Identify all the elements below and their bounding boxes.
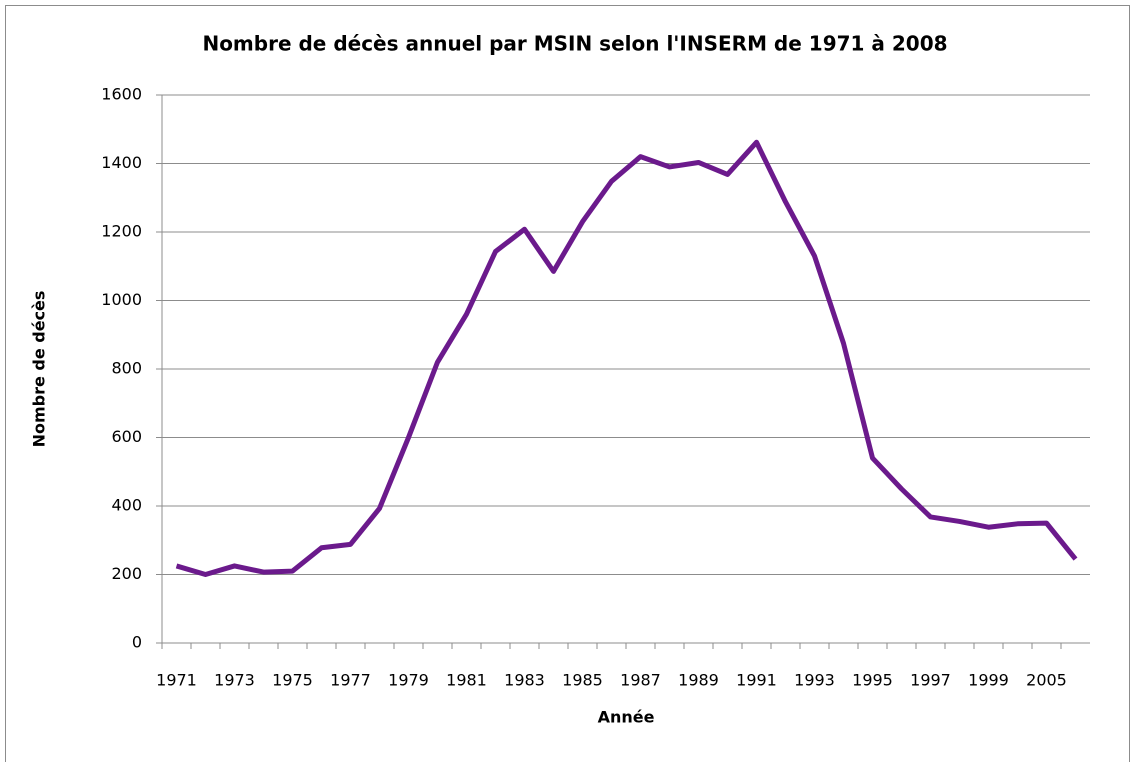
- x-tick-label: 1989: [678, 671, 719, 690]
- x-tick-label: 1991: [736, 671, 777, 690]
- y-tick-label: 1200: [101, 222, 142, 241]
- y-axis-label: Nombre de décès: [30, 291, 49, 448]
- y-tick-label: 1600: [101, 85, 142, 104]
- x-tick-label: 1999: [968, 671, 1009, 690]
- x-axis-label: Année: [598, 708, 655, 727]
- y-tick-label: 1000: [101, 290, 142, 309]
- y-tick-label: 800: [111, 359, 142, 378]
- y-tick-label: 1400: [101, 153, 142, 172]
- x-tick-label: 1973: [214, 671, 255, 690]
- data-line: [175, 139, 1078, 577]
- x-tick-label: 1985: [562, 671, 603, 690]
- chart-frame: [5, 5, 1130, 766]
- x-tick-label: 1977: [330, 671, 371, 690]
- y-tick-label: 0: [132, 633, 142, 652]
- chart-title: Nombre de décès annuel par MSIN selon l'…: [202, 32, 947, 56]
- x-tick-label: 1981: [446, 671, 487, 690]
- x-tick-label: 1995: [852, 671, 893, 690]
- x-tick-label: 2005: [1026, 671, 1067, 690]
- x-tick-label: 1987: [620, 671, 661, 690]
- x-tick-label: 1979: [388, 671, 429, 690]
- x-tick-label: 1997: [910, 671, 951, 690]
- y-tick-label: 600: [111, 427, 142, 446]
- x-tick-label: 1993: [794, 671, 835, 690]
- y-tick-label: 200: [111, 564, 142, 583]
- x-tick-label: 1983: [504, 671, 545, 690]
- y-tick-label: 400: [111, 496, 142, 515]
- x-tick-label: 1971: [156, 671, 197, 690]
- x-tick-label: 1975: [272, 671, 313, 690]
